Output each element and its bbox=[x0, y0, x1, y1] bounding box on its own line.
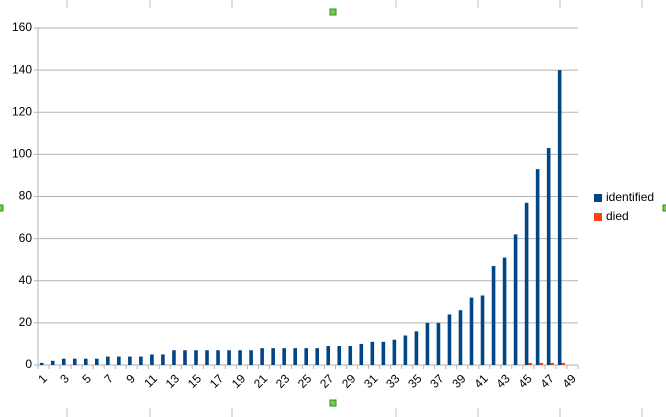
bar bbox=[326, 346, 331, 365]
bar bbox=[502, 257, 507, 365]
bar bbox=[539, 362, 544, 365]
y-tick-label: 140 bbox=[12, 62, 32, 76]
bar bbox=[524, 202, 529, 365]
bar bbox=[348, 346, 353, 365]
bar bbox=[260, 348, 264, 365]
bar bbox=[271, 348, 275, 365]
y-tick-label: 0 bbox=[25, 357, 32, 371]
bar bbox=[150, 354, 154, 365]
bar bbox=[436, 322, 441, 365]
bar bbox=[480, 295, 485, 365]
legend-label: died bbox=[606, 209, 629, 223]
bar bbox=[161, 354, 165, 365]
y-tick-label: 100 bbox=[12, 147, 32, 161]
bar bbox=[304, 348, 308, 365]
bar bbox=[561, 362, 566, 365]
bar bbox=[392, 339, 397, 365]
selection-handles bbox=[0, 8, 666, 407]
bar bbox=[172, 350, 176, 365]
legend-swatch bbox=[594, 194, 602, 202]
bar bbox=[139, 356, 143, 365]
bar bbox=[183, 350, 187, 365]
bar bbox=[194, 350, 198, 365]
bar bbox=[337, 346, 342, 365]
bar bbox=[447, 314, 452, 365]
y-tick-label: 60 bbox=[19, 231, 33, 245]
bar bbox=[557, 70, 562, 365]
y-tick-label: 160 bbox=[12, 20, 32, 34]
bar bbox=[128, 356, 132, 365]
bar bbox=[205, 350, 209, 365]
bar bbox=[238, 350, 242, 365]
bar bbox=[359, 343, 364, 365]
cell-marks bbox=[66, 0, 643, 417]
bar bbox=[370, 341, 375, 365]
bar bbox=[282, 348, 286, 365]
bar bbox=[528, 362, 533, 365]
bar bbox=[513, 234, 518, 365]
bar bbox=[469, 297, 474, 365]
y-tick-label: 80 bbox=[19, 189, 33, 203]
legend-label: identified bbox=[606, 190, 654, 204]
bar bbox=[72, 358, 77, 365]
bar bbox=[381, 341, 386, 365]
bar bbox=[546, 148, 551, 365]
bar bbox=[227, 350, 231, 365]
bar bbox=[249, 350, 253, 365]
bar bbox=[491, 266, 496, 365]
bar bbox=[550, 362, 555, 365]
y-tick-label: 20 bbox=[19, 315, 33, 329]
bar bbox=[535, 169, 540, 365]
bar bbox=[95, 358, 99, 365]
bar bbox=[117, 356, 121, 365]
bar bbox=[458, 310, 463, 365]
bar bbox=[83, 358, 88, 365]
bar bbox=[216, 350, 220, 365]
y-tick-label: 40 bbox=[19, 273, 33, 287]
bar bbox=[315, 348, 320, 365]
bar bbox=[106, 356, 110, 365]
bar bbox=[50, 360, 55, 365]
y-tick-label: 120 bbox=[12, 104, 32, 118]
bar bbox=[61, 358, 66, 365]
bar bbox=[39, 362, 44, 365]
bar bbox=[403, 335, 408, 365]
bar bbox=[293, 348, 297, 365]
bar bbox=[414, 331, 419, 365]
legend-swatch bbox=[594, 213, 602, 221]
bar bbox=[425, 322, 430, 365]
